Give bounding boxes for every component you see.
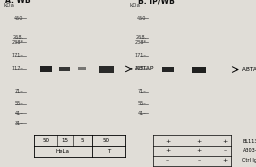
Text: 71–: 71– [15, 89, 24, 94]
Text: 171–: 171– [135, 53, 147, 58]
Text: kDa: kDa [129, 3, 140, 8]
Bar [162, 67, 174, 72]
Text: 15: 15 [61, 138, 68, 143]
Text: –: – [166, 158, 169, 163]
Bar [192, 67, 206, 73]
Text: 450: 450 [14, 16, 24, 21]
Text: 117–: 117– [135, 66, 147, 71]
Text: +: + [196, 139, 201, 144]
Text: 71–: 71– [138, 89, 147, 94]
Text: B. IP/WB: B. IP/WB [138, 0, 175, 5]
Text: 450: 450 [137, 16, 147, 21]
Text: +: + [165, 139, 170, 144]
Text: 268.: 268. [12, 35, 24, 40]
Text: HeLa: HeLa [56, 149, 70, 154]
Text: T: T [107, 149, 110, 154]
Text: 31–: 31– [15, 121, 24, 126]
Text: +: + [222, 139, 228, 144]
Text: A303-165A: A303-165A [242, 148, 256, 153]
Text: ABTAP: ABTAP [240, 67, 256, 72]
Text: 238*: 238* [12, 40, 24, 45]
Text: 50: 50 [103, 138, 110, 143]
Bar [99, 66, 114, 73]
Text: +: + [222, 158, 228, 163]
Bar [78, 67, 86, 70]
Text: 41–: 41– [138, 111, 147, 116]
Text: 238*: 238* [135, 40, 147, 45]
Text: ABTAP: ABTAP [133, 66, 154, 71]
Text: +: + [165, 148, 170, 153]
Text: 55–: 55– [15, 101, 24, 106]
Text: +: + [196, 148, 201, 153]
Bar [40, 66, 52, 72]
Bar [59, 67, 70, 71]
Text: –: – [223, 148, 227, 153]
Text: BL11300: BL11300 [242, 139, 256, 144]
Text: 268.: 268. [135, 35, 147, 40]
Text: 171–: 171– [12, 53, 24, 58]
Text: kDa: kDa [3, 3, 14, 8]
Text: 117–: 117– [12, 66, 24, 71]
Text: 55–: 55– [138, 101, 147, 106]
Text: A. WB: A. WB [5, 0, 31, 5]
Text: 41–: 41– [15, 111, 24, 116]
Text: 50: 50 [42, 138, 50, 143]
Text: –: – [197, 158, 200, 163]
Text: Ctrl IgG: Ctrl IgG [242, 158, 256, 163]
Text: 5: 5 [80, 138, 84, 143]
